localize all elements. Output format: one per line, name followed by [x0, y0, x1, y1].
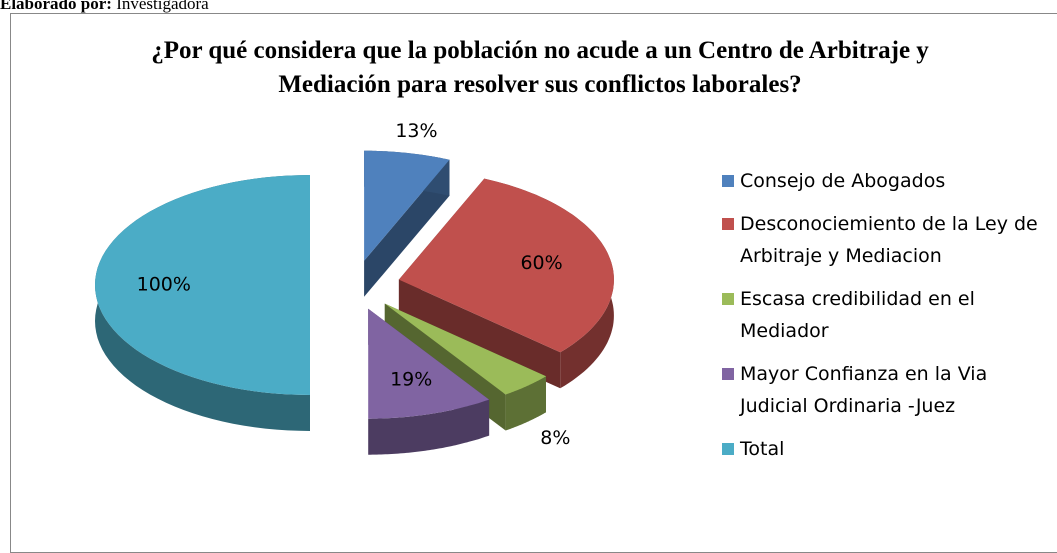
slice: [368, 308, 490, 419]
chart-title: ¿Por qué considera que la población no a…: [151, 37, 929, 98]
slice-face: [398, 279, 561, 389]
legend-swatch: [722, 175, 734, 187]
caption-text: Investigadora: [116, 0, 209, 13]
caption-label: Elaborado por:: [0, 0, 112, 13]
legend-item: Consejo de Abogados: [720, 165, 1050, 197]
legend-item: Mayor Confianza en la Via Judicial Ordin…: [720, 358, 1050, 422]
data-label: 13%: [395, 120, 437, 142]
slice: [364, 150, 450, 261]
legend-item: Desconociemiento de la Ley de Arbitraje …: [720, 208, 1050, 272]
legend-label: Escasa credibilidad en el Mediador: [740, 288, 975, 342]
legend-item: Total: [720, 433, 1050, 465]
chart: 13% 60% 8% 19% 100%: [95, 120, 614, 455]
data-label: 19%: [390, 369, 432, 391]
legend-swatch: [722, 218, 734, 230]
legend-label: Total: [740, 438, 785, 460]
legend-item: Escasa credibilidad en el Mediador: [720, 283, 1050, 347]
legend-swatch: [722, 368, 734, 380]
data-label: 100%: [137, 274, 191, 296]
legend-swatch: [722, 293, 734, 305]
legend-label: Consejo de Abogados: [740, 170, 946, 192]
data-label: 60%: [520, 252, 562, 274]
slice-face: [364, 159, 450, 297]
legend-label: Mayor Confianza en la Via Judicial Ordin…: [740, 363, 988, 417]
data-label: 8%: [540, 427, 570, 449]
caption: Elaborado por: Investigadora: [0, 0, 209, 14]
slice-wall: [505, 376, 546, 431]
slice-wall: [368, 399, 490, 455]
slice: [384, 303, 546, 395]
legend-swatch: [722, 443, 734, 455]
slice: [95, 175, 310, 395]
legend: Consejo de Abogados Desconociemiento de l…: [720, 165, 1050, 476]
legend-label: Desconociemiento de la Ley de Arbitraje …: [740, 213, 1038, 267]
slice: [398, 178, 614, 353]
